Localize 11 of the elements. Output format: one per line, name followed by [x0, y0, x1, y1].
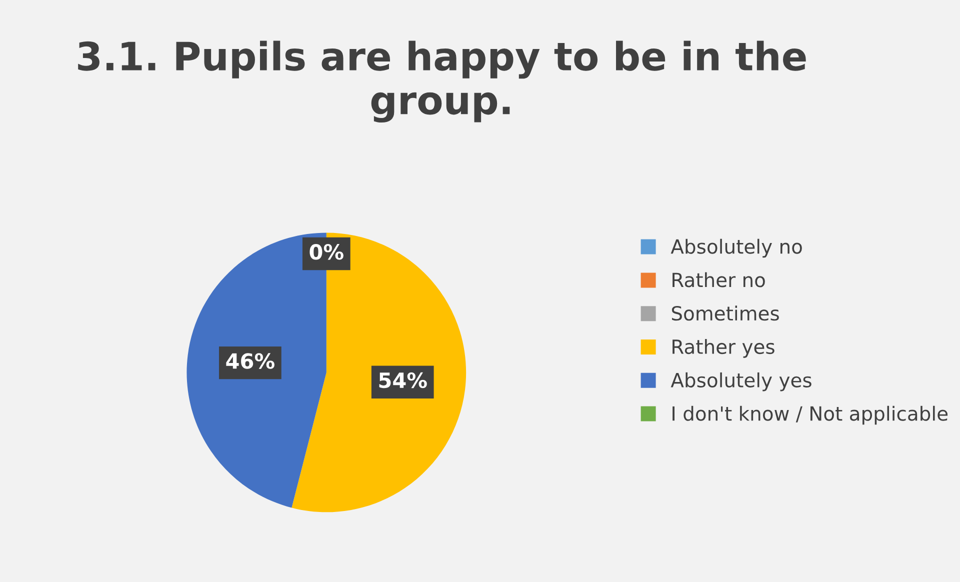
chart-title: 3.1. Pupils are happy to be in the group.	[78, 40, 806, 123]
text: 0%	[310, 244, 344, 260]
data-label: 54%	[379, 372, 427, 388]
legend-label: Rather yes	[672, 339, 774, 358]
legend-label: Absolutely no	[670, 238, 802, 258]
legend-label: Rather no	[672, 272, 765, 288]
pie-slice	[292, 232, 466, 512]
data-label: 46%	[226, 353, 274, 369]
legend-label: I don't know / Not applicable	[672, 406, 948, 425]
legend-label: Sometimes	[672, 306, 779, 321]
legend-label: Absolutely yes	[670, 372, 812, 392]
